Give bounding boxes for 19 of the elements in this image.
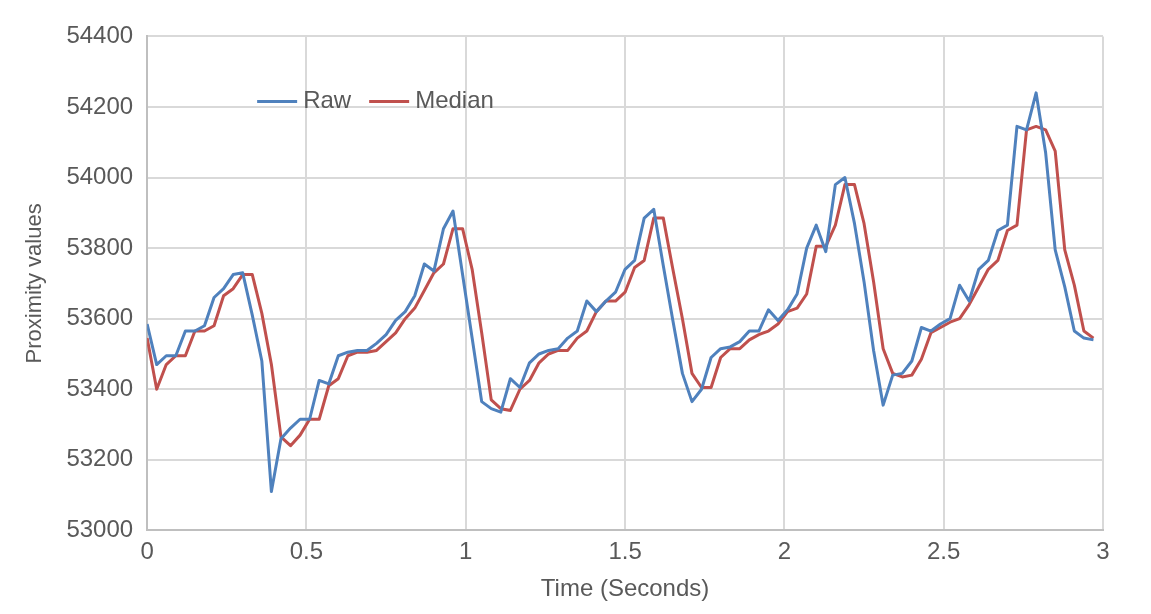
x-tick-label: 0.5 bbox=[289, 537, 324, 565]
y-tick-label: 53800 bbox=[66, 232, 134, 260]
y-tick-label: 54000 bbox=[66, 162, 134, 190]
legend-label: Raw bbox=[303, 86, 352, 114]
y-tick-label: 53000 bbox=[66, 515, 134, 543]
x-tick-label: 1.5 bbox=[608, 537, 642, 565]
y-tick-label: 53200 bbox=[66, 444, 134, 472]
y-tick-label: 53400 bbox=[66, 373, 134, 401]
legend-label: Median bbox=[415, 86, 494, 114]
x-tick-label: 1 bbox=[459, 537, 473, 565]
x-tick-label: 3 bbox=[1096, 537, 1110, 565]
y-tick-label: 53600 bbox=[66, 303, 134, 331]
x-tick-label: 2.5 bbox=[927, 537, 961, 565]
y-tick-label: 54400 bbox=[66, 21, 134, 49]
y-tick-label: 54200 bbox=[66, 91, 134, 119]
x-tick-label: 2 bbox=[777, 537, 792, 565]
y-axis-title: Proximity values bbox=[21, 203, 47, 364]
x-tick-label: 0 bbox=[140, 537, 154, 565]
x-axis-title: Time (Seconds) bbox=[540, 574, 710, 602]
